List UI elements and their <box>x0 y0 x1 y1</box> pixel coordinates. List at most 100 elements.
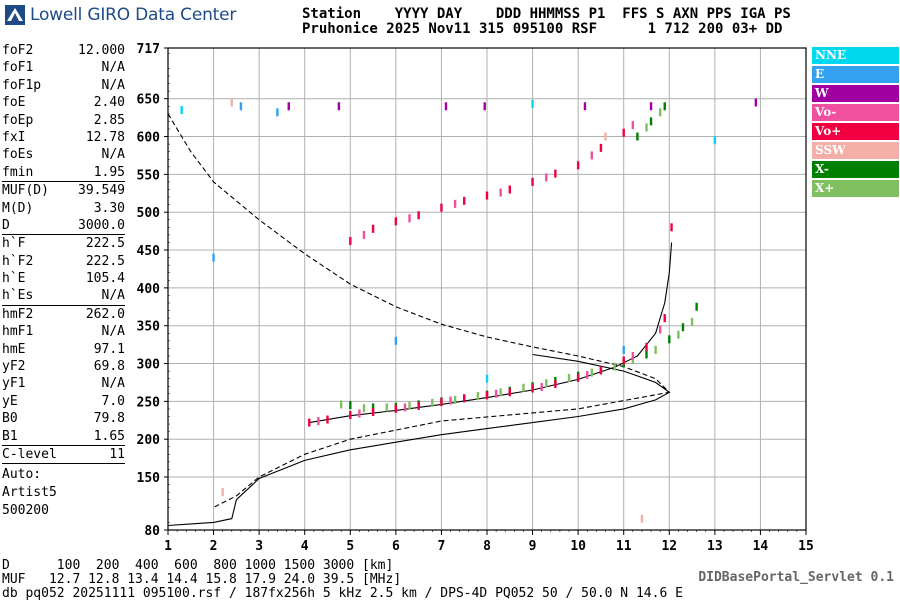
legend-item: Vo- <box>812 104 899 121</box>
parameter-name: fmin <box>2 164 34 180</box>
x-tick-label: 14 <box>753 539 769 554</box>
chart-points <box>180 98 758 523</box>
parameter-value: N/A <box>101 77 125 93</box>
echo-point <box>349 410 352 419</box>
echo-point <box>613 362 616 371</box>
legend-item: X+ <box>812 180 899 197</box>
echo-point <box>371 224 375 233</box>
profile-curve <box>167 113 671 508</box>
chart-axes: 1 2 3 4 5 6 7 8 9 10 11 12 13 14 158015020025030035040… <box>137 42 814 554</box>
parameter-row: M(D) 3.30 <box>2 200 125 217</box>
parameter-name: B1 <box>2 428 18 444</box>
echo-point <box>522 383 525 392</box>
logo-text: Lowell GIRO Data Center <box>30 5 237 25</box>
echo-point <box>654 345 657 354</box>
parameter-group-virtual-heights: h`F 222.5 h`F2 222.5 h`E 105.4 h`Es N/A <box>2 234 125 305</box>
echo-point <box>408 401 411 410</box>
parameter-value: N/A <box>101 324 125 340</box>
parameter-group-profile: hmF2 262.0 hmF1 N/A hmE 97.1 yF2 69.8 yF1 N/A yE 7.… <box>2 304 125 445</box>
echo-point <box>394 404 398 413</box>
echo-point <box>545 379 548 388</box>
parameter-value: 3000.0 <box>78 217 125 233</box>
parameter-name: fxI <box>2 129 26 145</box>
echo-point <box>339 400 343 409</box>
parameter-value: N/A <box>101 288 125 304</box>
echo-point <box>631 351 635 360</box>
y-tick-label: 717 <box>137 42 160 57</box>
autoscaler-name: Artist5 <box>2 485 57 501</box>
x-tick-label: 9 <box>529 539 537 554</box>
parameter-name: yF2 <box>2 359 26 375</box>
y-tick-label: 350 <box>137 320 161 335</box>
x-tick-label: 2 <box>210 539 218 554</box>
parameter-row: B1 1.65 <box>2 428 125 445</box>
parameter-row: MUF(D) 39.549 <box>2 181 125 199</box>
parameter-name: foF1 <box>2 60 34 76</box>
echo-point <box>326 415 329 424</box>
echo-point <box>640 514 644 523</box>
echo-point <box>754 98 758 107</box>
parameter-value: 3.30 <box>93 200 125 216</box>
echo-point <box>362 230 366 239</box>
echo-point <box>540 382 543 391</box>
chart-curves <box>167 113 673 527</box>
echo-point <box>713 136 717 145</box>
parameter-name: yF1 <box>2 376 26 392</box>
echo-point <box>349 401 352 410</box>
echo-point <box>349 236 352 245</box>
echo-point <box>590 368 594 377</box>
echo-point <box>394 217 398 226</box>
y-tick-label: 500 <box>137 206 161 221</box>
echo-point <box>604 132 607 141</box>
echo-point <box>394 336 398 345</box>
echo-point <box>463 196 466 205</box>
parameter-value: 222.5 <box>85 253 125 269</box>
echo-point <box>554 169 557 178</box>
legend-item: Vo+ <box>812 123 899 140</box>
y-tick-label: 400 <box>137 282 161 297</box>
parameter-value: 262.0 <box>85 306 125 322</box>
chart-grid <box>168 48 806 530</box>
echo-point <box>645 342 648 351</box>
echo-point <box>358 409 361 418</box>
echo-point <box>317 417 320 426</box>
lowell-logo-icon <box>5 5 25 25</box>
x-tick-label: 4 <box>301 539 309 554</box>
echo-point <box>408 214 411 223</box>
parameter-value: N/A <box>101 60 125 76</box>
parameter-row: h`F 222.5 <box>2 234 125 252</box>
x-tick-label: 1 <box>164 539 172 554</box>
header-columns-row: Station YYYY DAY DDD HHMMSS P1 FFS S AXN… <box>302 6 791 22</box>
echo-point <box>371 407 375 416</box>
echo-point <box>586 370 589 379</box>
x-tick-label: 6 <box>392 539 400 554</box>
parameter-name: h`E <box>2 271 26 287</box>
parameter-value: 1.95 <box>93 164 125 180</box>
y-tick-label: 200 <box>137 433 161 448</box>
lowell-logo: Lowell GIRO Data Center <box>4 4 236 26</box>
echo-point <box>645 123 648 132</box>
echo-point <box>371 403 375 412</box>
servlet-credit: DIDBasePortal_Servlet 0.1 <box>698 570 894 585</box>
echo-point <box>221 488 224 497</box>
echo-point <box>622 356 625 365</box>
y-tick-label: 650 <box>137 93 161 108</box>
parameter-row: hmF1 N/A <box>2 323 125 340</box>
x-tick-label: 11 <box>616 539 632 554</box>
parameter-row: B0 79.8 <box>2 410 125 427</box>
echo-point <box>649 117 653 126</box>
x-tick-label: 3 <box>255 539 263 554</box>
parameter-value: 222.5 <box>85 236 125 252</box>
echo-point <box>531 177 534 186</box>
y-tick-label: 250 <box>137 395 161 410</box>
footer-distance-row: D 100 200 400 600 800 1000 1500 3000 [km… <box>2 558 394 573</box>
parameter-row: yF2 69.8 <box>2 358 125 375</box>
parameter-row: h`Es N/A <box>2 287 125 304</box>
x-tick-label: 13 <box>707 539 723 554</box>
parameter-row: foE 2.40 <box>2 94 125 111</box>
x-tick-label: 10 <box>570 539 586 554</box>
parameter-row: foF1 N/A <box>2 59 125 76</box>
parameter-row: h`E 105.4 <box>2 270 125 287</box>
x-tick-label: 15 <box>798 539 814 554</box>
